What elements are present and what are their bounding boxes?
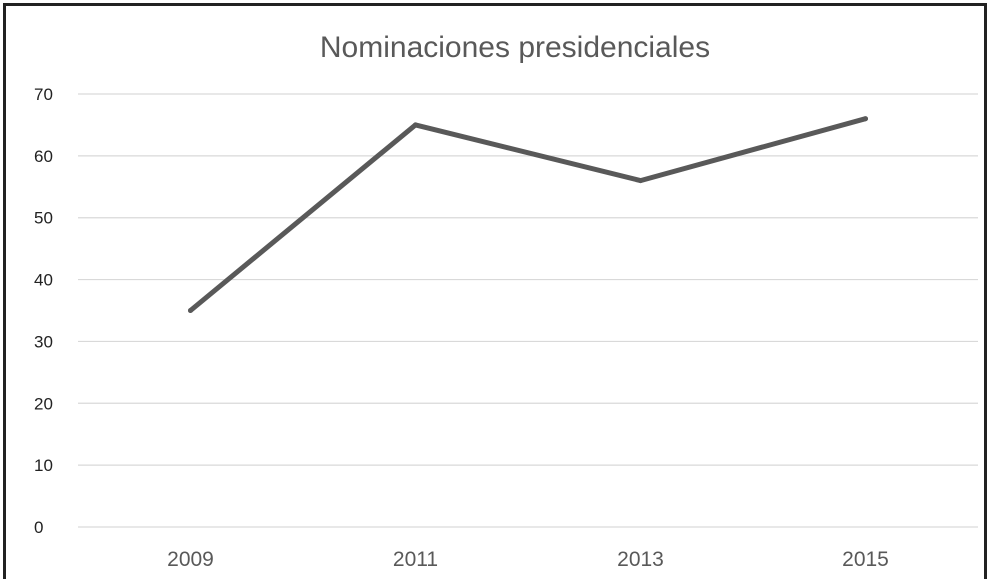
series-line: [188, 116, 868, 313]
chart-frame: [3, 3, 987, 579]
y-tick-label: 20: [34, 394, 53, 413]
data-point-2011: [413, 122, 418, 128]
data-point-2009: [188, 308, 193, 313]
y-tick-label: 0: [34, 518, 43, 537]
x-axis-ticks: 2009 2011 2013 2015: [167, 548, 889, 571]
data-point-2015: [863, 116, 868, 122]
y-tick-label: 50: [34, 209, 53, 228]
y-tick-label: 10: [34, 456, 53, 475]
x-tick-label: 2015: [842, 548, 889, 571]
grid-lines: [78, 93, 978, 528]
y-tick-label: 30: [34, 332, 53, 351]
y-tick-label: 40: [34, 271, 53, 290]
x-tick-label: 2013: [617, 548, 664, 571]
x-tick-label: 2009: [167, 548, 214, 571]
data-point-2013: [638, 178, 643, 184]
y-tick-label: 70: [34, 85, 53, 104]
y-tick-label: 60: [34, 147, 53, 166]
series-layer: [188, 116, 868, 313]
chart-title: Nominaciones presidenciales: [320, 31, 710, 64]
x-tick-label: 2011: [393, 548, 438, 571]
y-axis-ticks: 0 10 20 30 40 50 60 70: [34, 85, 53, 537]
